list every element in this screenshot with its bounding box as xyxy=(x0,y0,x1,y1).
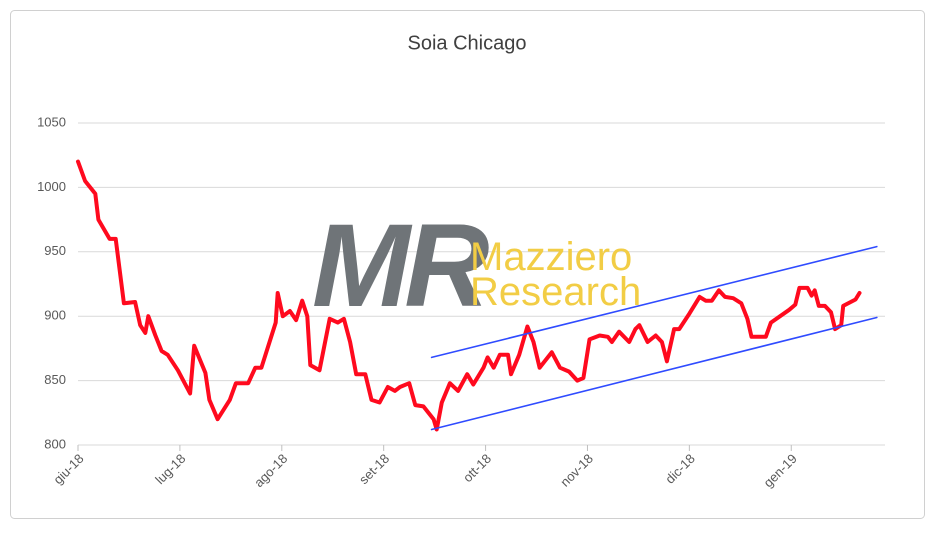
grid xyxy=(78,122,885,446)
price-line xyxy=(76,159,862,432)
chart-border xyxy=(10,10,925,519)
watermark-mark: MR xyxy=(312,200,489,332)
y-tick-label: 850 xyxy=(44,372,66,387)
watermark-line: Research xyxy=(470,270,641,314)
y-tick-label: 1000 xyxy=(37,179,66,194)
y-tick-label: 900 xyxy=(44,308,66,323)
trend-line xyxy=(430,316,878,431)
y-tick-label: 950 xyxy=(44,243,66,258)
trend-line xyxy=(430,245,878,359)
y-tick-label: 800 xyxy=(44,436,66,451)
y-tick-label: 1050 xyxy=(37,114,66,129)
chart-title: Soia Chicago xyxy=(408,32,527,54)
watermark-line: Mazziero xyxy=(470,235,632,279)
watermark: MR Mazziero Research xyxy=(312,200,641,332)
